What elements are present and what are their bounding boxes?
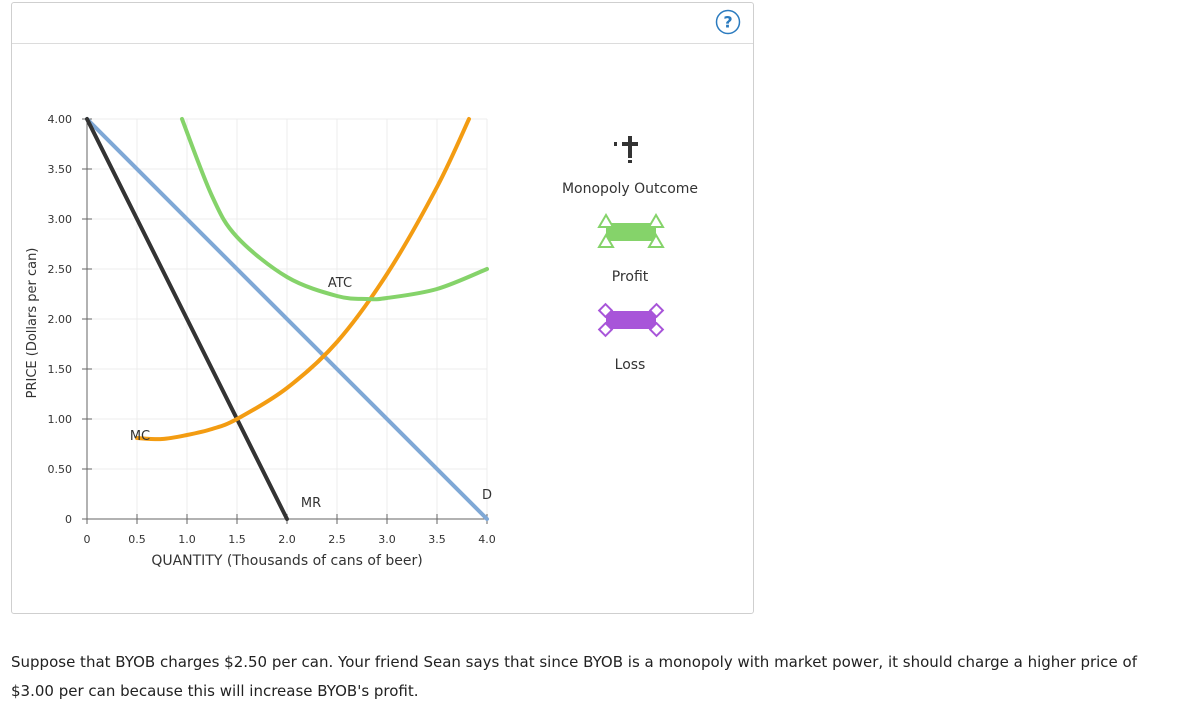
legend-monopoly-outcome[interactable]: Monopoly Outcome — [540, 131, 720, 201]
y-tick-label: 1.50 — [48, 363, 73, 376]
legend-label-loss: Loss — [614, 357, 646, 373]
y-tick-label: 0 — [65, 513, 72, 526]
x-tick-label: 3.0 — [378, 533, 396, 546]
question-text: Suppose that BYOB charges $2.50 per can.… — [11, 653, 1137, 700]
legend-loss[interactable]: Loss — [540, 301, 720, 373]
chart-series — [85, 117, 489, 521]
x-tick-label: 1.5 — [228, 533, 246, 546]
x-tick-label: 4.0 — [478, 533, 496, 546]
mc-curve — [135, 117, 471, 442]
mc-label: MC — [130, 429, 150, 444]
profit-rectangle-icon — [597, 213, 665, 248]
x-tick-label: 2.5 — [328, 533, 346, 546]
cross-marker-icon — [614, 136, 638, 163]
d-curve — [85, 117, 489, 521]
x-tick-label: 2.0 — [278, 533, 296, 546]
mr-curve — [85, 117, 289, 521]
x-tick-label: 0.5 — [128, 533, 146, 546]
y-tick-label: 3.50 — [48, 163, 73, 176]
svg-text:?: ? — [723, 13, 732, 32]
question-circle-icon[interactable]: ? — [715, 9, 741, 35]
y-tick-label: 0.50 — [48, 463, 73, 476]
mr-label: MR — [301, 496, 321, 511]
y-tick-label: 2.00 — [48, 313, 73, 326]
y-tick-label: 4.00 — [48, 113, 73, 126]
cost-revenue-chart: 0 0.5 1.0 1.5 2.0 2.5 3.0 3.5 4.000.501.001.502.… — [25, 113, 496, 569]
chart-ticks: 0 0.5 1.0 1.5 2.0 2.5 3.0 3.5 4.000.501.001.502.… — [48, 113, 496, 546]
y-axis-label: PRICE (Dollars per can) — [25, 248, 40, 399]
y-tick-label: 2.50 — [48, 263, 73, 276]
panel-header: ? — [12, 3, 753, 44]
legend-label-profit: Profit — [611, 269, 649, 285]
atc-curve — [180, 117, 489, 302]
legend-profit[interactable]: Profit — [540, 213, 720, 285]
d-label: D — [482, 488, 492, 503]
y-tick-label: 3.00 — [48, 213, 73, 226]
atc-label: ATC — [328, 276, 352, 291]
y-tick-label: 1.00 — [48, 413, 73, 426]
legend-label-monopoly-outcome: Monopoly Outcome — [561, 181, 699, 197]
x-axis-label: QUANTITY (Thousands of cans of beer) — [151, 553, 422, 569]
x-tick-label: 3.5 — [428, 533, 446, 546]
x-tick-label: 0 — [84, 533, 91, 546]
graph-panel: ? 0 0.5 1.0 1.5 2.0 2.5 3.0 3.5 4.0 0 0.50 1.00 1.50… — [11, 2, 754, 614]
loss-rectangle-icon — [597, 302, 665, 338]
x-tick-label: 1.0 — [178, 533, 196, 546]
chart-annotations: ATC MC MR D — [130, 276, 492, 511]
